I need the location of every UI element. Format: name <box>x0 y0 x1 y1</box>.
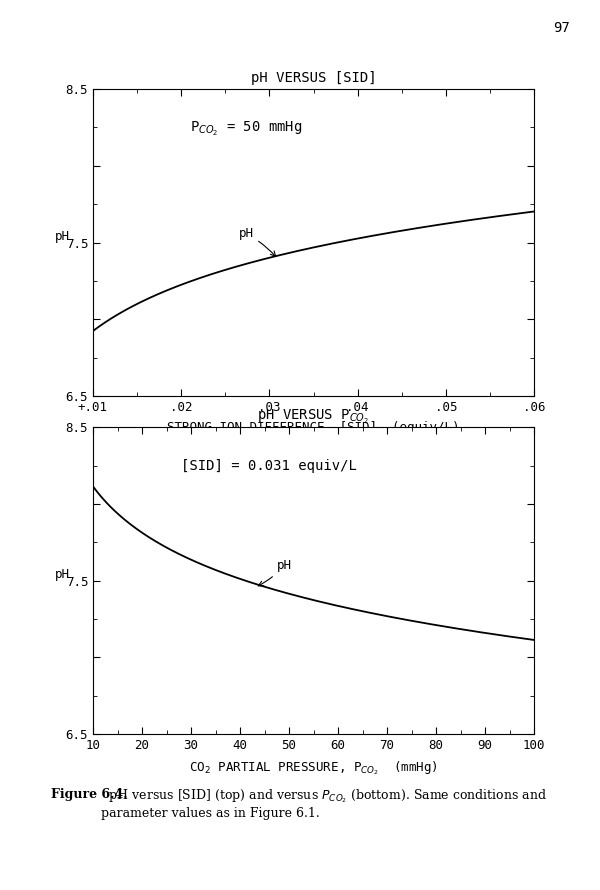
X-axis label: CO$_2$ PARTIAL PRESSURE, P$_{CO_2}$  (mmHg): CO$_2$ PARTIAL PRESSURE, P$_{CO_2}$ (mmH… <box>189 759 438 777</box>
Y-axis label: pH: pH <box>55 230 70 242</box>
Text: pH versus [SID] (top) and versus $P_{CO_2}$ (bottom). Same conditions and
parame: pH versus [SID] (top) and versus $P_{CO_… <box>101 788 547 821</box>
Text: Figure 6.4.: Figure 6.4. <box>51 788 128 801</box>
Text: P$_{CO_2}$ = 50 mmHg: P$_{CO_2}$ = 50 mmHg <box>190 120 302 138</box>
Text: pH: pH <box>239 227 275 256</box>
Title: pH VERSUS P$_{CO_2}$: pH VERSUS P$_{CO_2}$ <box>257 409 370 426</box>
Y-axis label: pH: pH <box>55 568 70 580</box>
Text: pH: pH <box>259 559 292 586</box>
Text: [SID] = 0.031 equiv/L: [SID] = 0.031 equiv/L <box>181 459 357 473</box>
X-axis label: STRONG ION DIFFERENCE, [SID], (equiv/L): STRONG ION DIFFERENCE, [SID], (equiv/L) <box>167 421 460 433</box>
Text: 97: 97 <box>553 21 569 36</box>
Title: pH VERSUS [SID]: pH VERSUS [SID] <box>251 71 376 85</box>
